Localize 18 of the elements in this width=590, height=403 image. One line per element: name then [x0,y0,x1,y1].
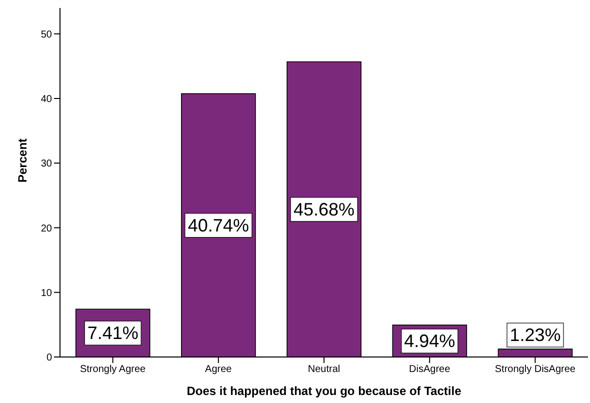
x-tick-label: Agree [205,364,232,376]
y-tick-label: 20 [40,223,52,234]
y-tick-label: 40 [40,94,52,106]
data-label: 4.94% [404,331,456,352]
data-label: 1.23% [510,325,561,346]
x-tick-label: Strongly Agree [80,364,146,376]
x-tick-label: Neutral [308,364,340,376]
data-label: 40.74% [188,215,249,236]
data-label: 45.68% [294,199,355,220]
x-tick-label: DisAgree [409,364,451,376]
x-axis-title: Does it happened that you go because of Tactile [186,384,462,398]
y-tick-label: 0 [46,352,52,364]
data-label: 7.41% [87,323,138,344]
y-tick-label: 50 [40,29,52,40]
y-tick-label: 30 [40,158,52,170]
y-axis-title: Percent [15,138,30,182]
y-tick-label: 10 [40,288,52,299]
x-tick-label: Strongly DisAgree [494,364,576,376]
